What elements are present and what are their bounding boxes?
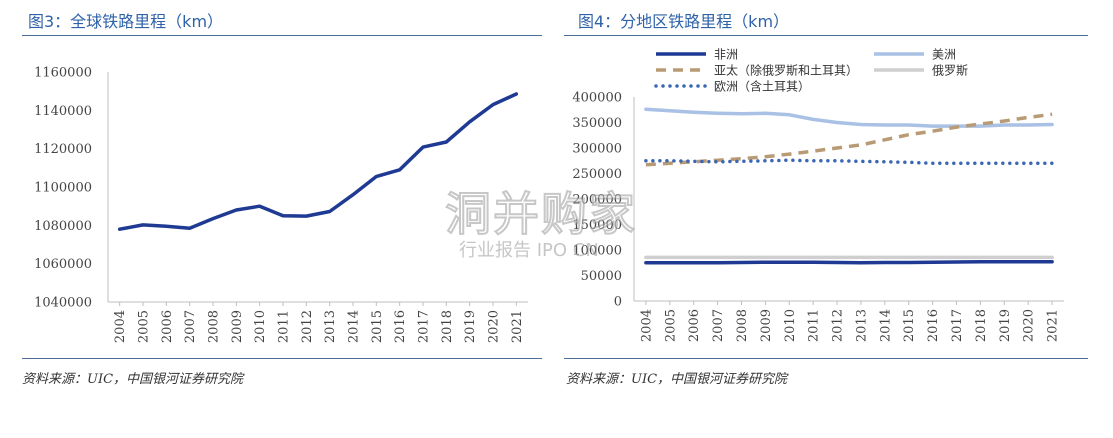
y-tick-label: 300000 (572, 142, 622, 157)
y-tick-label: 50000 (581, 269, 622, 284)
x-tick-label: 2013 (323, 310, 338, 343)
x-tick-label: 2006 (160, 310, 175, 343)
x-tick-label: 2020 (1022, 309, 1037, 342)
x-tick-label: 2008 (735, 309, 750, 342)
x-tick-label: 2017 (950, 309, 965, 342)
source-note: 资料来源：UIC，中国银河证券研究院 (22, 372, 244, 387)
y-tick-label: 1080000 (34, 219, 92, 234)
x-tick-label: 2008 (207, 310, 222, 343)
x-tick-label: 2016 (926, 309, 941, 342)
x-tick-label: 2011 (277, 310, 292, 343)
source-rule (564, 358, 1088, 359)
series-line (644, 158, 1054, 166)
x-tick-label: 2009 (230, 310, 245, 343)
x-tick-label: 2004 (639, 309, 654, 342)
series-line (117, 92, 519, 231)
x-tick-label: 2006 (687, 309, 702, 342)
y-tick-label: 1100000 (34, 181, 92, 196)
x-tick-label: 2018 (440, 310, 455, 343)
x-tick-label: 2013 (854, 309, 869, 342)
x-tick-label: 2016 (393, 310, 408, 343)
line-chart-global-railway: 1040000 1060000 1080000 1100000 1120000 11400… (34, 66, 528, 343)
x-tick-label: 2005 (663, 309, 678, 342)
legend-label: 俄罗斯 (932, 64, 968, 78)
series-line (645, 112, 1053, 167)
x-tick-label: 2015 (370, 310, 385, 343)
x-tick-label: 2014 (347, 310, 362, 343)
chart-title: 图4：分地区铁路里程（km） (578, 12, 790, 31)
x-tick-label: 2021 (510, 310, 525, 343)
x-tick-label: 2018 (974, 309, 989, 342)
x-tick-label: 2010 (783, 309, 798, 342)
x-tick-label: 2019 (998, 309, 1013, 342)
chart-title: 图3：全球铁路里程（km） (28, 12, 224, 31)
legend-label: 欧洲（含土耳其） (714, 79, 810, 94)
x-tick-label: 2020 (487, 310, 502, 343)
x-tick-label: 2017 (417, 310, 432, 343)
title-rule (22, 35, 542, 36)
source-note: 资料来源：UIC，中国银河证券研究院 (566, 372, 788, 387)
y-tick-label: 150000 (572, 218, 622, 233)
x-tick-label: 2014 (878, 309, 893, 342)
x-tick-label: 2012 (300, 310, 315, 343)
x-tick-label: 2015 (902, 309, 917, 342)
y-tick-label: 1040000 (34, 296, 92, 311)
y-tick-label: 350000 (572, 116, 622, 131)
x-tick-label: 2010 (253, 310, 268, 343)
source-rule (22, 358, 542, 359)
legend-label: 美洲 (932, 48, 956, 62)
y-tick-label: 250000 (572, 167, 622, 182)
y-tick-label: 0 (614, 295, 622, 310)
y-tick-label: 1160000 (34, 66, 92, 81)
x-tick-label: 2019 (463, 310, 478, 343)
y-tick-label: 100000 (572, 244, 622, 259)
legend-label: 非洲 (714, 48, 738, 62)
x-tick-label: 2004 (113, 310, 128, 343)
legend-label: 亚太（除俄罗斯和土耳其） (714, 63, 858, 78)
x-tick-label: 2009 (759, 309, 774, 342)
x-tick-label: 2007 (711, 309, 726, 342)
x-tick-label: 2021 (1046, 309, 1061, 342)
y-tick-label: 400000 (572, 91, 622, 106)
x-tick-label: 2005 (137, 310, 152, 343)
series-line (644, 107, 1054, 128)
series-line (644, 259, 1054, 265)
y-tick-label: 200000 (572, 193, 622, 208)
line-chart-regional-railway: 0 50000 100000 150000 200000 250000 300000 3500… (572, 48, 1064, 342)
y-tick-label: 1140000 (34, 104, 92, 119)
y-tick-label: 1060000 (34, 257, 92, 272)
x-tick-label: 2011 (807, 309, 822, 342)
chart-panel-railway-regions: 图4：分地区铁路里程（km） 0 50000 100000 150000 200000 2… (556, 0, 1113, 438)
title-rule (564, 35, 1088, 36)
y-tick-label: 1120000 (34, 142, 92, 157)
chart-panel-railway-global: 图3：全球铁路里程（km） 1040000 1060000 1080000 11000… (0, 0, 556, 438)
x-tick-label: 2007 (183, 310, 198, 343)
x-tick-label: 2012 (831, 309, 846, 342)
